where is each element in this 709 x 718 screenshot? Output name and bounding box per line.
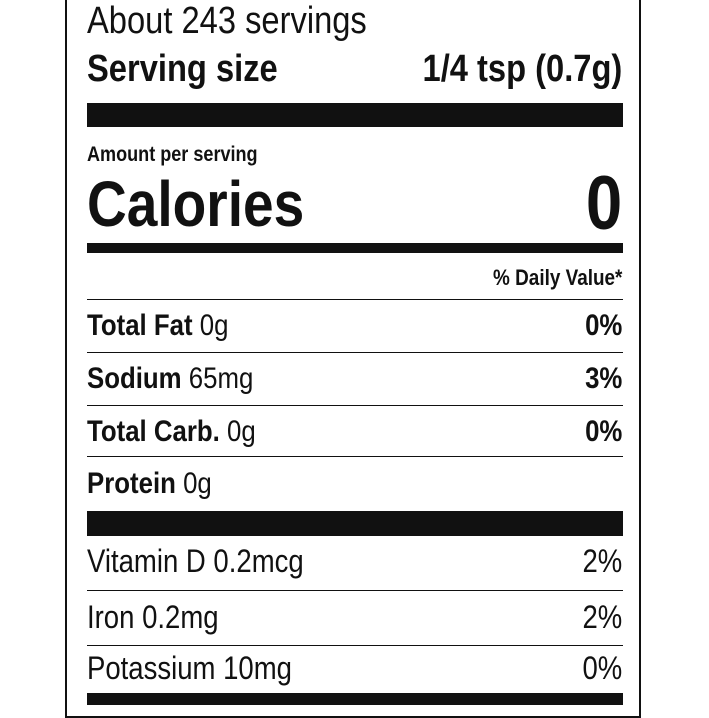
- thick-divider: [87, 103, 623, 127]
- calories-value: 0: [585, 161, 622, 246]
- daily-value-header: % Daily Value*: [492, 265, 622, 290]
- thick-divider: [87, 511, 623, 536]
- amount-per-serving: Amount per serving: [87, 143, 258, 166]
- nutrient-row-total-fat: Total Fat 0g: [87, 309, 229, 342]
- serving-size-value: 1/4 tsp (0.7g): [422, 48, 622, 90]
- micronutrient-potassium: Potassium 10mg: [87, 650, 292, 686]
- micronutrient-vitamin-d: Vitamin D 0.2mcg: [87, 543, 304, 579]
- vitamin-d-dv: 2%: [582, 543, 622, 579]
- nutrient-row-protein: Protein 0g: [87, 467, 212, 500]
- divider: [87, 405, 623, 406]
- divider: [87, 299, 623, 300]
- medium-divider: [87, 693, 623, 705]
- servings-per-container: About 243 servings: [87, 0, 367, 42]
- calories-label: Calories: [87, 168, 305, 240]
- nutrient-row-sodium: Sodium 65mg: [87, 362, 254, 395]
- iron-dv: 2%: [582, 599, 622, 635]
- sodium-dv: 3%: [584, 362, 622, 395]
- medium-divider: [87, 243, 623, 253]
- potassium-dv: 0%: [582, 650, 622, 686]
- divider: [87, 590, 623, 591]
- serving-size-label: Serving size: [87, 48, 278, 90]
- divider: [87, 456, 623, 457]
- total-fat-dv: 0%: [584, 309, 622, 342]
- total-carb-dv: 0%: [584, 415, 622, 448]
- divider: [87, 645, 623, 646]
- nutrient-row-total-carb: Total Carb. 0g: [87, 415, 256, 448]
- micronutrient-iron: Iron 0.2mg: [87, 599, 219, 635]
- divider: [87, 352, 623, 353]
